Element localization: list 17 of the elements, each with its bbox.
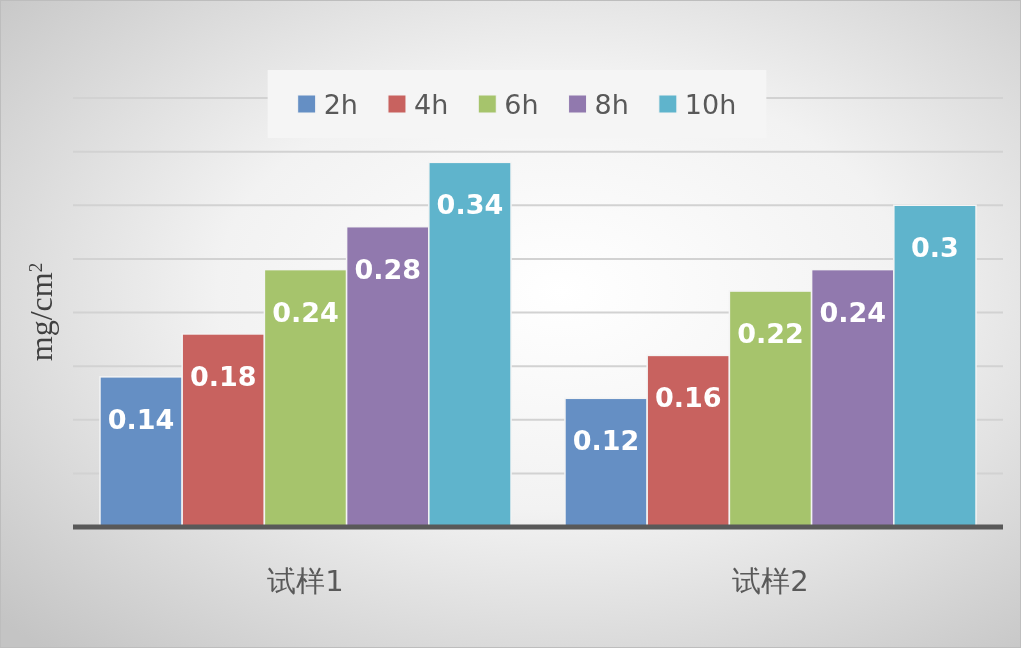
data-label: 0.16 [654, 382, 722, 414]
x-tick-label: 试样1 [267, 564, 344, 598]
legend-label: 8h [594, 89, 629, 120]
x-tick-label: 试样2 [732, 564, 809, 598]
legend-label: 4h [413, 89, 449, 120]
data-label: 0.14 [107, 403, 175, 435]
legend-label: 6h [504, 89, 539, 120]
legend-label: 2h [323, 89, 358, 120]
data-label: 0.34 [436, 189, 504, 221]
data-label: 0.28 [354, 253, 422, 285]
data-label: 0.3 [911, 232, 959, 264]
data-label: 0.24 [272, 296, 339, 328]
data-label: 0.18 [189, 360, 257, 392]
data-label: 0.22 [737, 318, 804, 350]
data-label: 0.12 [572, 425, 640, 457]
data-label: 0.24 [819, 296, 887, 328]
legend-label: 10h [684, 89, 737, 120]
